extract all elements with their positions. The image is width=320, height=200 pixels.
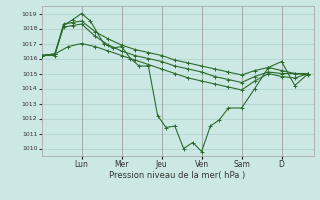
X-axis label: Pression niveau de la mer( hPa ): Pression niveau de la mer( hPa ) [109,171,246,180]
